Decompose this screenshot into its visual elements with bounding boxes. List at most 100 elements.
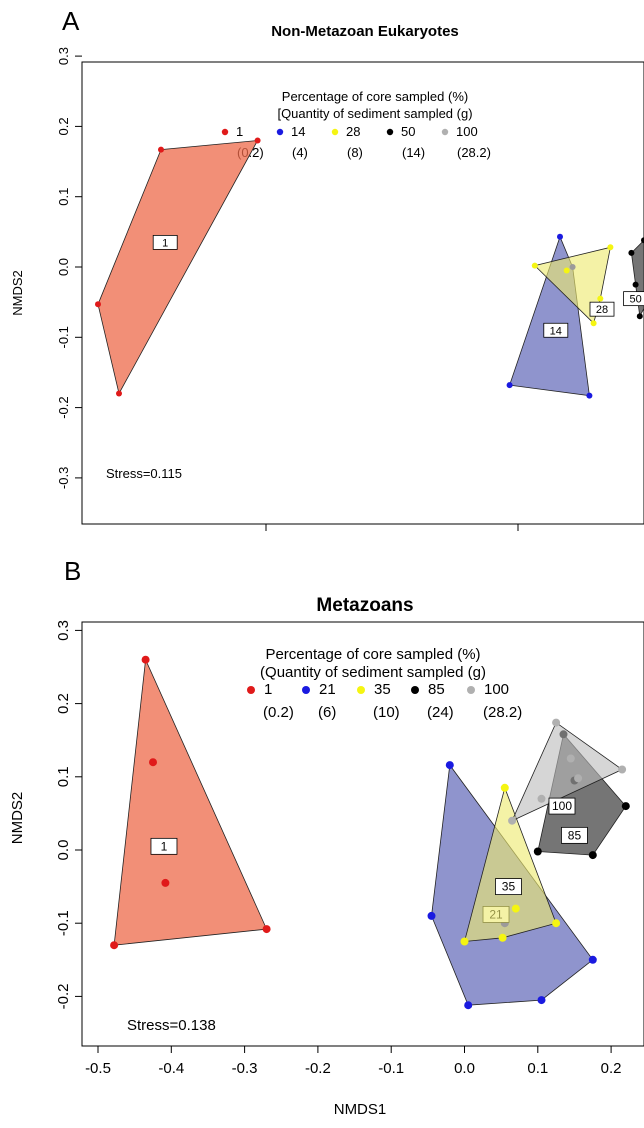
panel-b-legend-label: 35 — [374, 681, 391, 698]
panel-a-legend-label: 100 — [456, 124, 478, 139]
panel-a-legend-label: 50 — [401, 124, 415, 139]
panel-a-point-1 — [254, 137, 261, 144]
panel-b-legend-title-1: Percentage of core sampled (%) — [265, 646, 480, 663]
panel-b-group-label: 85 — [568, 828, 582, 842]
panel-b-group-label: 35 — [502, 880, 516, 894]
panel-a-ytick-label: 0.3 — [56, 47, 71, 65]
panel-a-legend-dot — [221, 128, 229, 136]
panel-b-legend-sub: (0.2) — [263, 704, 294, 721]
panel-a-ylabel: NMDS2 — [10, 270, 25, 316]
panel-b-point-35 — [500, 783, 509, 792]
panel-b-legend-dot — [247, 686, 255, 694]
panel-a-ytick-label: 0.0 — [56, 258, 71, 276]
panel-a-point-50 — [628, 249, 635, 256]
panel-b-group-label: 100 — [552, 799, 572, 813]
panel-a-group-box-14 — [543, 322, 569, 338]
panel-b-point-100 — [574, 774, 583, 783]
panel-b-point-1 — [262, 925, 271, 934]
panel-b-legend-label: 85 — [428, 681, 445, 698]
panel-a-legend-label: 28 — [346, 124, 360, 139]
panel-b-point-1 — [141, 655, 150, 664]
panel-b-xlabel: NMDS1 — [334, 1101, 387, 1118]
panel-b-ytick-label: -0.2 — [55, 983, 72, 1009]
panel-b-point-85 — [588, 851, 597, 860]
panel-b-ytick-label: 0.0 — [55, 840, 72, 861]
panel-b-point-21 — [464, 1001, 473, 1010]
panel-a-legend-title-1: Percentage of core sampled (%) — [282, 89, 468, 104]
panel-b-group-box-85 — [561, 826, 588, 844]
panel-a-letter: A — [62, 6, 80, 36]
panel-b-ytick-label: 0.1 — [55, 766, 72, 787]
panel-b-xtick-label: -0.3 — [232, 1060, 258, 1077]
panel-b-legend-dot — [411, 686, 419, 694]
panel-b-legend-label: 1 — [264, 681, 272, 698]
panel-b-point-21 — [588, 955, 597, 964]
panel-b-plot: -0.2 -0.1 0.0 0.1 0.2 0.3 -0.5 -0.4 -0.3 -0.2 -0.1… — [55, 620, 630, 1077]
panel-a-legend-dot — [331, 128, 339, 136]
panel-b-point-35 — [498, 933, 507, 942]
panel-a-legend-sub: (4) — [292, 145, 308, 160]
panel-a-legend-label: 1 — [236, 124, 243, 139]
panel-a-point-1 — [158, 146, 164, 153]
panel-b-stress: Stress=0.138 — [127, 1017, 216, 1034]
panel-a-point-28 — [531, 262, 538, 269]
panel-a-ytick-label: 0.1 — [56, 188, 71, 206]
panel-b-xtick-label: -0.5 — [85, 1060, 111, 1077]
panel-b-xtick-label: -0.1 — [378, 1060, 404, 1077]
panel-a-point-28 — [607, 244, 614, 251]
panel-a-legend-sub: (8) — [347, 145, 363, 160]
panel-b-legend-dot — [302, 686, 310, 694]
panel-a-group-label: 14 — [550, 325, 562, 337]
panel-a-point-28 — [597, 295, 604, 302]
panel-a-point-1 — [116, 390, 122, 397]
panel-b-point-21 — [537, 996, 546, 1005]
panel-b-point-35 — [552, 919, 561, 928]
panel-a-group-label: 50 — [629, 294, 641, 306]
panel-a-plot: -0.3-0.2-0.10.00.10.20.31(0.2)14(4)28(8)… — [56, 47, 644, 531]
panel-a-group-label: 1 — [162, 237, 168, 249]
panel-b-group-box-1 — [150, 837, 178, 855]
panel-b-point-100 — [537, 794, 546, 803]
panel-b-point-85 — [533, 847, 542, 856]
panel-b-point-100 — [508, 816, 517, 825]
panel-a-point-50 — [641, 237, 644, 244]
panel-b-legend-sub: (10) — [373, 704, 400, 721]
panel-b-point-35 — [511, 904, 520, 913]
panel-a-legend-sub: (28.2) — [457, 145, 491, 160]
panel-b-xtick-label: 0.0 — [454, 1060, 475, 1077]
panel-a-legend-label: 14 — [291, 124, 305, 139]
panel-a-ytick-label: -0.3 — [56, 467, 71, 489]
panel-b-point-1 — [110, 941, 119, 950]
panel-a-group-box-50 — [623, 291, 644, 307]
panel-b-point-1 — [149, 758, 157, 767]
panel-b-xtick-label: 0.2 — [601, 1060, 622, 1077]
panel-a-legend-title-2: [Quantity of sediment sampled (g) — [277, 106, 472, 121]
panel-a-point-14 — [586, 392, 593, 399]
panel-b-xtick-label: -0.2 — [305, 1060, 331, 1077]
panel-a-plot-frame — [81, 61, 644, 525]
panel-b-ytick-label: -0.1 — [55, 910, 72, 936]
panel-b-legend-label: 100 — [484, 681, 509, 698]
panel-a-group-label: 28 — [596, 304, 608, 316]
panel-b-ylabel: NMDS2 — [9, 792, 26, 845]
panel-b-legend-title-2: (Quantity of sediment sampled (g) — [260, 664, 486, 681]
panel-a-legend-dot — [386, 128, 394, 136]
panel-a-ytick-label: 0.2 — [56, 117, 71, 135]
panel-a-point-1 — [95, 301, 101, 308]
panel-a-group-box-1 — [152, 234, 178, 250]
panel-a-point-14 — [557, 233, 563, 240]
panel-b-legend-dot — [357, 686, 365, 694]
panel-a-point-28 — [590, 320, 597, 327]
panel-b-letter: B — [64, 556, 81, 586]
panel-a-legend-dot — [276, 128, 284, 136]
panel-b-title: Metazoans — [316, 595, 413, 616]
panel-a-group-box-28 — [589, 301, 615, 317]
panel-b-legend-label: 21 — [319, 681, 336, 698]
panel-b-point-85 — [621, 802, 630, 811]
panel-b-hull-1 — [113, 658, 268, 946]
panel-b-point-100 — [618, 765, 627, 774]
panel-b-point-1 — [161, 878, 170, 887]
panel-b-legend-sub: (24) — [427, 704, 454, 721]
panel-a-legend-sub: (14) — [402, 145, 425, 160]
panel-a-point-28 — [563, 267, 570, 274]
